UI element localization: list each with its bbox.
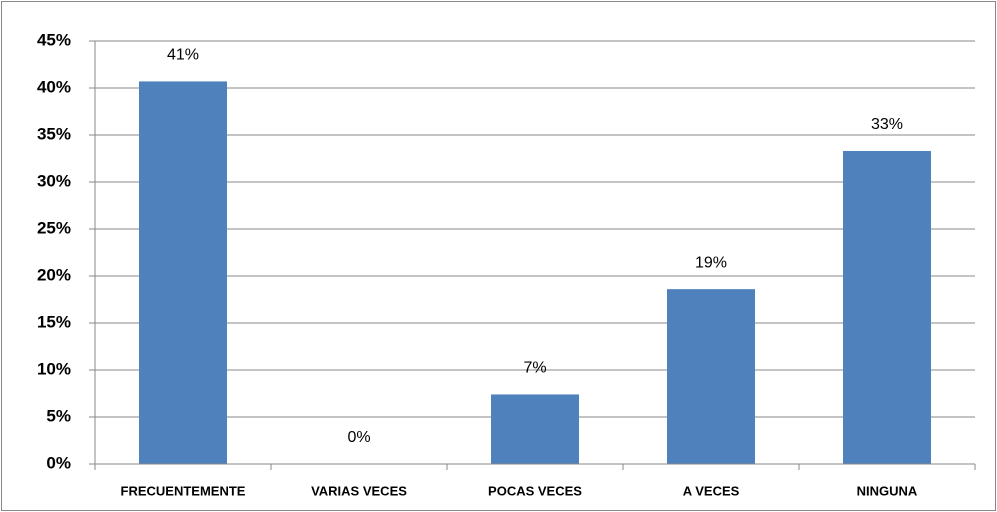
data-label: 33% [871,116,903,133]
y-tick-label: 15% [37,312,71,331]
y-tick-label: 35% [37,124,71,143]
bar [491,394,579,464]
data-label: 41% [167,47,199,64]
y-tick-label: 0% [46,453,71,472]
data-label: 7% [523,360,546,377]
y-tick-label: 40% [37,77,71,96]
data-label: 0% [347,429,370,446]
y-tick-label: 5% [46,406,71,425]
y-tick-label: 30% [37,171,71,190]
x-tick-label: POCAS VECES [488,483,582,498]
x-tick-label: VARIAS VECES [311,483,407,498]
y-tick-label: 25% [37,218,71,237]
bar [667,289,755,464]
bar [139,81,227,465]
x-tick-label: FRECUENTEMENTE [121,483,246,498]
y-tick-label: 10% [37,359,71,378]
y-tick-label: 20% [37,265,71,284]
bar [843,150,931,465]
x-tick-label: A VECES [683,483,740,498]
data-label: 19% [695,254,727,271]
y-tick-label: 45% [37,30,71,49]
x-tick-label: NINGUNA [857,483,918,498]
